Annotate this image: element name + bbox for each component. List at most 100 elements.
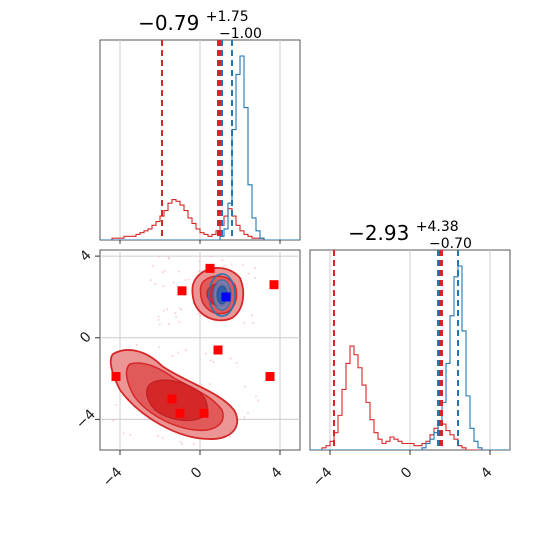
hist-var2-blue [310,265,510,450]
red-square-marker-3 [213,345,223,355]
haze-point [163,269,166,272]
joint-y-tick-label-1: 0 [77,329,95,347]
haze-point [209,359,212,362]
haze-point [254,276,257,279]
haze-point [198,260,201,263]
haze-point [229,435,232,438]
haze-point [247,272,250,275]
joint-x-tick-label-0: −4 [100,464,126,490]
haze-point [178,320,181,323]
title-var2-sub: −0.70 [429,236,472,252]
hist-var2-quantile-lines [333,250,459,450]
hist-var1-red [100,198,300,240]
haze-point [151,264,154,267]
hist-var1-quantile-lines [161,40,233,240]
haze-point [180,308,183,311]
haze-point [252,321,255,324]
haze-point [184,279,187,282]
haze-point [178,270,181,273]
haze-point [187,278,190,281]
joint-density [109,255,279,446]
haze-point [115,404,118,407]
haze-point [192,442,195,445]
haze-point [241,264,244,267]
haze-point [172,281,175,284]
red-square-marker-1 [177,286,187,296]
haze-point [157,255,160,258]
hist-var1-series [100,55,300,240]
haze-point [256,399,259,402]
var2-tick-label-0: −4 [310,464,336,490]
title-var1-sup: +1.75 [206,9,249,25]
haze-point [129,433,132,436]
haze-point [162,285,165,288]
hist-var1-ticks [119,240,281,244]
haze-point [221,259,224,262]
red-square-marker-2 [269,280,279,290]
red-square-marker-0 [205,263,215,273]
haze-point [246,411,249,414]
title-var2: −2.93 +4.38 −0.70 [348,212,472,252]
haze-point [157,315,160,318]
haze-point [235,361,238,364]
haze-point [197,312,200,315]
haze-point [161,271,164,274]
joint-x-tick-label-2: 4 [268,464,286,482]
haze-point [149,279,152,282]
haze-point [175,315,178,318]
haze-point [177,351,180,354]
joint-markers [111,263,279,418]
red-square-marker-5 [265,372,275,382]
blue-contour-outer [208,273,236,317]
haze-point [161,437,164,440]
haze-point [181,443,184,446]
haze-point [158,323,161,326]
haze-point [167,322,170,325]
haze-point [199,315,202,318]
haze-point [185,349,188,352]
haze-point [204,352,207,355]
haze-point [250,314,253,317]
title-var2-main: −2.93 [348,221,409,245]
haze-point [145,417,148,420]
haze-point [112,419,115,422]
title-var1: −0.79 +1.75 −1.00 [138,2,262,42]
haze-point [243,385,246,388]
hist-var1-grid [119,40,281,240]
haze-point [158,346,161,349]
joint-panel: −4 0 4 4 0 −4 [73,247,301,490]
hist-var1-panel [99,39,301,244]
red-square-marker-7 [175,408,185,418]
blue-square-marker [221,292,231,302]
haze-point [135,344,138,347]
haze-point [162,309,165,312]
joint-y-tick-label-2: −4 [73,406,99,432]
haze-point [243,416,246,419]
haze-point [167,256,170,259]
haze-point [122,432,125,435]
joint-x-tick-label-1: 0 [188,464,206,482]
joint-y-tick-label-0: 4 [77,247,95,265]
haze-point [254,395,257,398]
hist-var2-red [310,345,510,450]
title-var1-sub: −1.00 [219,26,262,42]
haze-point [198,270,201,273]
haze-point [229,357,232,360]
title-var1-main: −0.79 [138,11,199,35]
haze-point [243,321,246,324]
haze-point [222,265,225,268]
haze-point [209,255,212,258]
hist-var1-blue [100,55,300,240]
hist-var2-series [310,265,510,450]
haze-point [165,308,168,311]
hist-var2-grid [329,250,491,450]
haze-point [208,383,211,386]
red-square-marker-6 [167,394,177,404]
hist-var2-panel: −4 0 4 [309,249,511,490]
red-square-marker-8 [199,408,209,418]
hist-var2-ticks: −4 0 4 [310,450,496,490]
haze-point [174,312,177,315]
var2-tick-label-1: 0 [398,464,416,482]
haze-point [254,267,257,270]
